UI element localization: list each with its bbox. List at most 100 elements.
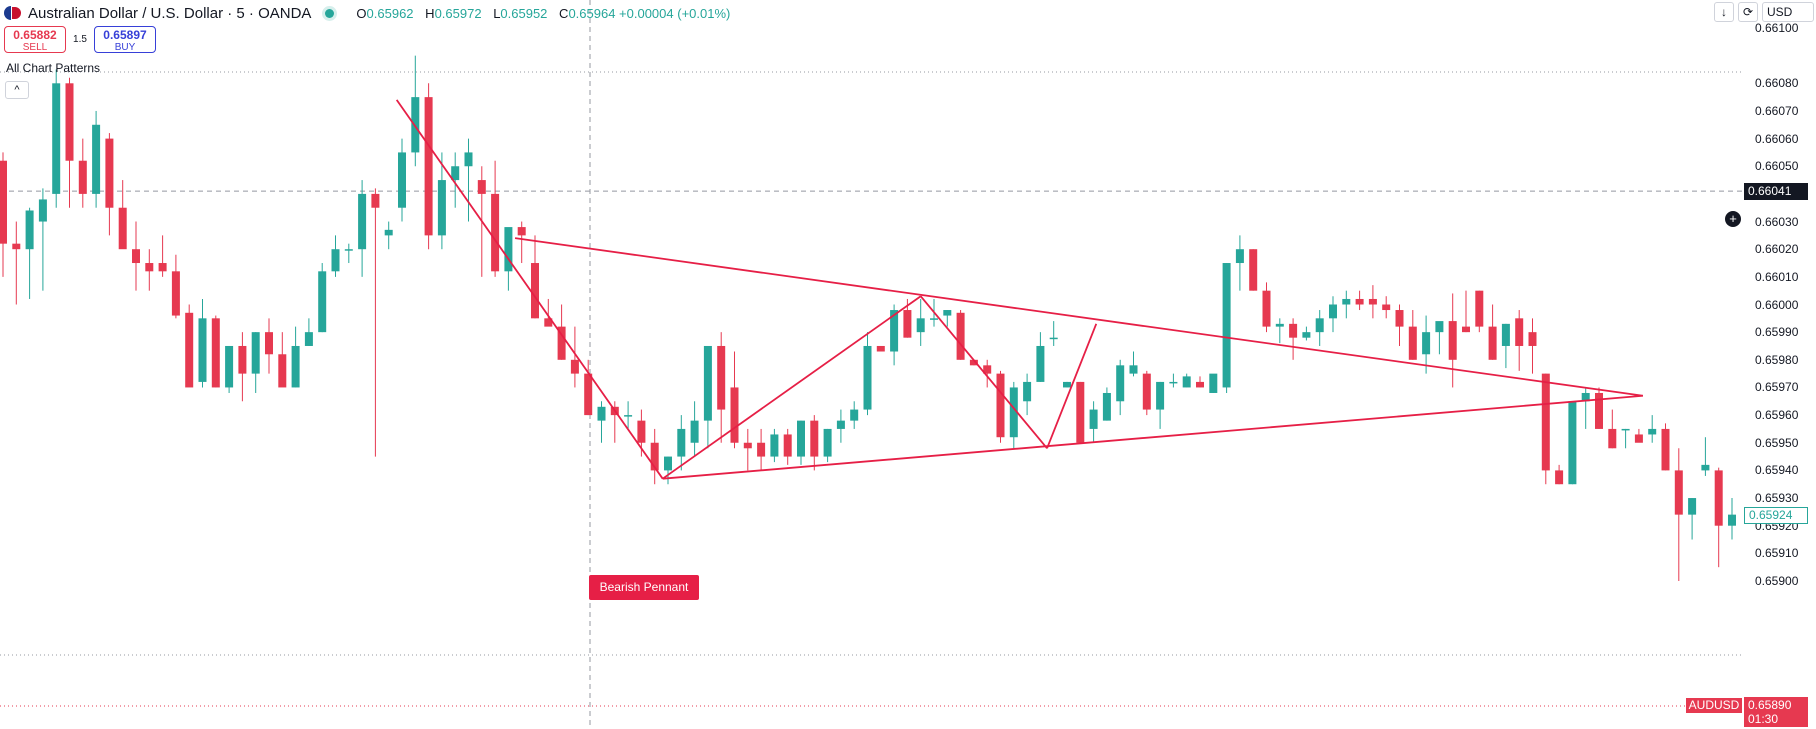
candle-body xyxy=(185,312,194,388)
candle-body xyxy=(1182,376,1191,388)
candle-body xyxy=(743,442,752,449)
candle-body xyxy=(358,193,367,250)
candle-body xyxy=(145,263,154,272)
candle-body xyxy=(1209,373,1218,393)
candle-body xyxy=(1116,365,1125,402)
currency-select[interactable]: USD xyxy=(1762,2,1814,22)
pattern-label[interactable]: Bearish Pennant xyxy=(589,575,699,600)
pattern-wave-up-2 xyxy=(1046,323,1098,449)
candle-body xyxy=(863,345,872,410)
candle-body xyxy=(1661,428,1670,471)
candle-body xyxy=(624,415,633,417)
candle-body xyxy=(1196,381,1204,388)
candle-body xyxy=(398,152,406,208)
candle-body xyxy=(1528,332,1537,346)
candle-body xyxy=(1076,381,1085,443)
candle-body xyxy=(690,420,699,443)
candle-body xyxy=(1315,318,1324,333)
candle-body xyxy=(424,97,433,236)
candle-body xyxy=(265,332,273,355)
candle-body xyxy=(1435,321,1444,333)
sell-label: SELL xyxy=(22,42,48,53)
candle-body xyxy=(1102,392,1111,421)
candle-body xyxy=(1408,326,1417,360)
trade-buttons: 0.65882 SELL 1.5 0.65897 BUY xyxy=(4,26,156,53)
candle-body xyxy=(331,249,340,272)
candle-body xyxy=(584,373,593,416)
price-tick-label: 0.66030 xyxy=(1755,214,1799,229)
sync-icon[interactable]: ⟳ xyxy=(1738,2,1758,22)
candle-body xyxy=(996,373,1005,438)
candle-body xyxy=(531,263,539,319)
candle-body xyxy=(1674,470,1683,515)
price-tick-label: 0.66020 xyxy=(1755,242,1799,257)
candle-body xyxy=(969,359,978,366)
collapse-chevron-up-icon[interactable]: ^ xyxy=(5,81,29,99)
pattern-wave-down xyxy=(920,295,1048,449)
add-alert-plus-icon[interactable]: + xyxy=(1725,211,1741,227)
candle-body xyxy=(1009,387,1018,438)
candle-body xyxy=(1422,332,1431,355)
candle-body xyxy=(1329,304,1337,319)
candle-body xyxy=(1395,310,1404,327)
candle-body xyxy=(118,207,127,250)
candle-body xyxy=(916,318,925,333)
candle-body xyxy=(1063,381,1071,388)
candle-body xyxy=(411,97,420,153)
indicator-title[interactable]: All Chart Patterns xyxy=(6,61,101,75)
candle-body xyxy=(1382,304,1391,311)
market-status-icon xyxy=(325,8,335,18)
symbol-badge: AUDUSD xyxy=(1686,698,1742,713)
candle-body xyxy=(1501,323,1510,346)
close-price-badge: 0.65890 01:30 xyxy=(1744,697,1808,727)
candle-body xyxy=(1488,326,1497,360)
candle-body xyxy=(78,160,87,194)
candle-body xyxy=(105,138,114,208)
price-tick-label: 0.65930 xyxy=(1755,491,1799,506)
candle-body xyxy=(770,434,779,457)
candle-body xyxy=(1289,323,1298,338)
candle-body xyxy=(344,249,353,251)
candle-body xyxy=(1701,464,1710,471)
candle-body xyxy=(1355,298,1364,305)
candle-body xyxy=(1714,470,1723,526)
candle-body xyxy=(12,243,21,250)
candle-body xyxy=(65,83,74,161)
candle-body xyxy=(1368,298,1377,305)
sell-button[interactable]: 0.65882 SELL xyxy=(4,26,66,53)
price-axis[interactable] xyxy=(1744,0,1816,729)
candle-body xyxy=(797,420,805,457)
price-tick-label: 0.65970 xyxy=(1755,380,1799,395)
spread-value: 1.5 xyxy=(73,34,87,45)
candle-body xyxy=(1475,290,1484,327)
candle-body xyxy=(703,345,712,421)
candle-body xyxy=(890,310,899,352)
candle-body xyxy=(1608,428,1617,449)
candle-body xyxy=(557,326,566,360)
candle-body xyxy=(158,263,167,272)
candle-body xyxy=(1262,290,1271,327)
price-tick-label: 0.66050 xyxy=(1755,159,1799,174)
candle-body xyxy=(876,345,885,352)
symbol-title[interactable]: Australian Dollar / U.S. Dollar · 5 · OA… xyxy=(28,4,312,22)
top-right-controls: ↓ ⟳ USD xyxy=(1714,2,1814,22)
price-tick-label: 0.65980 xyxy=(1755,352,1799,367)
candle-body xyxy=(1342,298,1351,305)
candle-body xyxy=(757,442,766,457)
candle-body xyxy=(92,124,101,194)
pattern-wave-up-1 xyxy=(662,295,922,480)
candle-body xyxy=(1634,434,1643,443)
candle-body xyxy=(1648,428,1657,435)
candle-body xyxy=(717,345,726,410)
download-icon[interactable]: ↓ xyxy=(1714,2,1734,22)
bar-countdown: 01:30 xyxy=(1748,712,1779,726)
candle-body xyxy=(1023,381,1032,402)
price-tick-label: 0.65940 xyxy=(1755,463,1799,478)
aud-usd-flag-icon xyxy=(4,6,22,20)
candle-body xyxy=(664,456,672,471)
candle-body xyxy=(650,442,659,471)
open-value: 0.65962 xyxy=(366,5,414,21)
candle-body xyxy=(1728,514,1736,526)
buy-button[interactable]: 0.65897 BUY xyxy=(94,26,156,53)
